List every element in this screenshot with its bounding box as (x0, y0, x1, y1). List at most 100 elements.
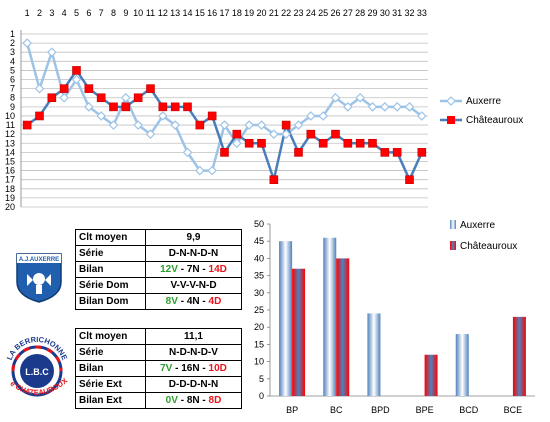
serie-ext-label: Série Ext (75, 376, 146, 393)
y-tick-label: 15 (5, 156, 15, 166)
bar (323, 237, 337, 396)
data-point (47, 93, 57, 103)
clt-value: 9,9 (145, 229, 242, 246)
x-tick-label: 5 (74, 8, 79, 18)
bar (424, 354, 438, 396)
data-point (146, 84, 155, 93)
x-tick-label: 16 (207, 8, 217, 18)
x-tick-label: 1 (25, 8, 30, 18)
x-tick-label: 11 (146, 8, 155, 18)
chateauroux-crest-icon: L.B.C LA BERRICHONNE de CHATEAUROUX (2, 335, 69, 397)
data-point (108, 120, 119, 130)
bar (292, 268, 306, 396)
table-row: Série N-D-N-D-V (75, 344, 242, 361)
x-tick-label: 26 (330, 8, 340, 18)
data-point (170, 102, 180, 112)
data-point (379, 101, 390, 112)
x-tick-label: 6 (86, 8, 91, 18)
x-tick-label: 2 (37, 8, 42, 18)
legend-label: Châteauroux (466, 115, 523, 126)
y-tick-label: 0 (259, 391, 264, 401)
data-point (183, 102, 192, 112)
data-point (318, 111, 329, 121)
bilan-dom-label: Bilan Dom (75, 293, 146, 310)
y-tick-label: 4 (10, 56, 15, 66)
data-point (121, 102, 131, 112)
goals-bars (279, 237, 526, 396)
bilan-label: Bilan (75, 261, 146, 278)
data-point (318, 138, 328, 148)
data-point (145, 129, 156, 140)
y-tick-label: 13 (5, 138, 15, 148)
x-tick-label: 30 (380, 8, 390, 18)
data-point (294, 148, 303, 157)
data-point (330, 92, 341, 103)
x-tick-label: BPD (371, 405, 390, 415)
goals-tick-labels: 0 5 10 15 20 25 30 35 40 45 50 BP BC BPD BPE BCD BCE (254, 219, 522, 415)
table-row: Clt moyen 11,1 (75, 328, 242, 345)
y-tick-label: 50 (254, 219, 264, 229)
x-tick-label: 19 (244, 8, 254, 18)
data-point (380, 148, 390, 157)
y-tick-label: 40 (254, 253, 264, 263)
data-point (232, 129, 242, 139)
serie-value: D-N-N-D-N (145, 245, 242, 262)
legend-label: Auxerre (466, 96, 501, 107)
data-point (207, 165, 218, 176)
y-tick-label: 5 (10, 65, 15, 75)
bar (336, 258, 350, 396)
data-point (83, 101, 94, 112)
data-point (404, 101, 415, 112)
data-point (392, 148, 402, 157)
auxerre-crest-icon: A.J.AUXERRE (16, 253, 62, 303)
y-tick-label: 2 (10, 38, 15, 48)
data-point (417, 148, 427, 157)
clt-label: Clt moyen (75, 328, 146, 345)
ranking-legend: Auxerre Châteauroux (440, 96, 523, 126)
bilan-dom-value: 8V - 4N - 4D (145, 293, 242, 310)
y-tick-label: 12 (5, 129, 15, 139)
x-tick-label: 10 (133, 8, 143, 18)
data-point (355, 92, 366, 103)
legend-label: Châteauroux (460, 241, 517, 252)
data-point (231, 138, 242, 149)
data-point (355, 138, 365, 148)
table-row: Clt moyen 9,9 (75, 229, 242, 246)
y-tick-label: 9 (10, 102, 15, 112)
data-point (195, 120, 205, 130)
x-tick-label: 32 (404, 8, 414, 18)
x-tick-label: 20 (256, 8, 266, 18)
data-point (281, 129, 292, 140)
x-tick-label: 21 (269, 8, 279, 18)
y-tick-label: 16 (5, 166, 15, 176)
y-tick-label: 6 (10, 75, 15, 85)
x-tick-label: 14 (182, 8, 192, 18)
y-tick-label: 35 (254, 271, 264, 281)
data-point (207, 111, 217, 121)
bilan-label: Bilan (75, 360, 146, 377)
x-tick-label: BCE (504, 405, 523, 415)
y-tick-label: 30 (254, 288, 264, 298)
y-tick-label: 10 (5, 111, 15, 121)
data-point (96, 111, 107, 121)
x-tick-label: 12 (158, 8, 168, 18)
y-tick-label: 10 (254, 357, 264, 367)
data-point (244, 138, 254, 148)
data-point (306, 129, 316, 139)
x-tick-label: 8 (111, 8, 116, 18)
auxerre-stats-table: Clt moyen 9,9 Série D-N-N-D-N Bilan 12V - 7… (75, 229, 242, 310)
data-point (405, 175, 414, 184)
data-point (96, 93, 106, 103)
ranking-line-chart: 1 2 3 4 5 6 7 8 9 10 11 12 13 14 15 16 17 18 19 20 21 22 23 24 2… (5, 8, 523, 212)
serie-ext-value: D-D-D-N-N (145, 376, 242, 393)
data-point (305, 111, 316, 121)
bar (455, 334, 469, 396)
table-row: Série D-N-N-D-N (75, 245, 242, 262)
data-point (72, 66, 81, 75)
legend-marker (447, 116, 455, 124)
x-tick-label: 27 (343, 8, 353, 18)
x-tick-label: BCD (459, 405, 479, 415)
data-point (281, 120, 291, 130)
data-point (392, 101, 403, 112)
data-point (220, 148, 229, 157)
